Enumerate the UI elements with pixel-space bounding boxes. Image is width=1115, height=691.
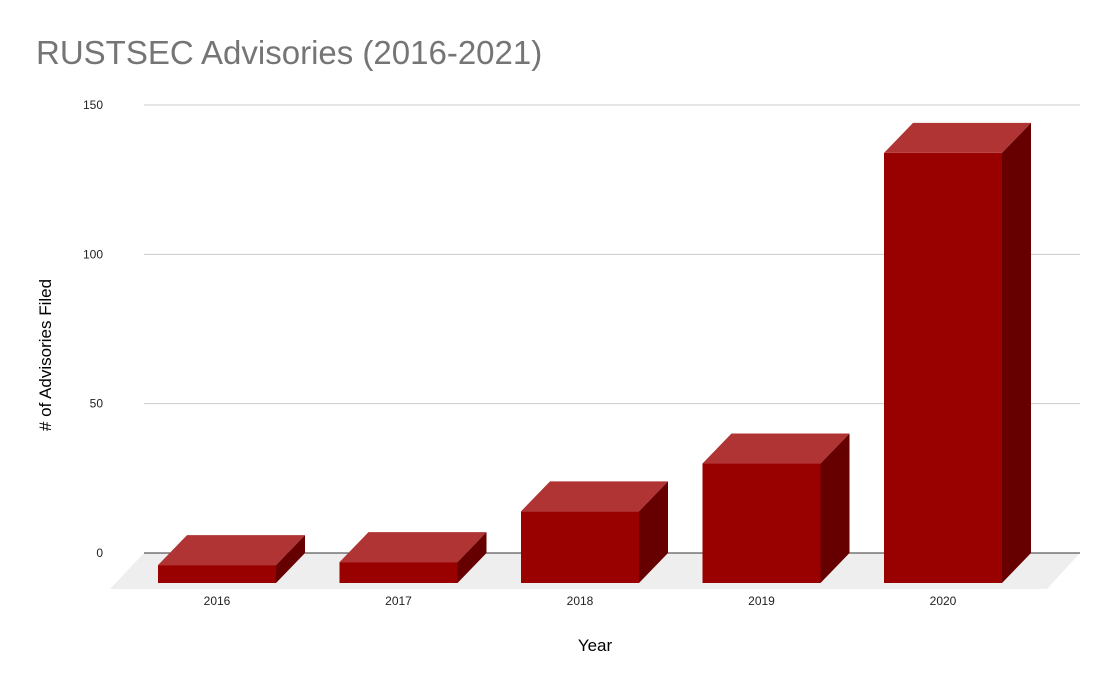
- x-tick-label-2019: 2019: [748, 594, 775, 608]
- bar-2019: [702, 433, 850, 583]
- bar-front-2020: [884, 152, 1002, 584]
- bar-side-2018: [639, 481, 668, 583]
- bar-front-2016: [158, 565, 276, 583]
- x-tick-label-2020: 2020: [930, 594, 957, 608]
- bar-2016: [158, 535, 305, 583]
- bar-2020: [884, 122, 1031, 584]
- bar-front-2017: [339, 562, 458, 583]
- bar-top-2016: [158, 535, 305, 566]
- bar-front-2018: [521, 511, 639, 583]
- y-axis-title: # of Advisories Filed: [36, 279, 55, 431]
- y-tick-label-0: 0: [96, 546, 103, 560]
- bar-side-2020: [1002, 122, 1031, 584]
- y-tick-label-100: 100: [83, 247, 103, 261]
- bars: [158, 122, 1031, 584]
- x-tick-label-2018: 2018: [567, 594, 594, 608]
- y-tick-label-150: 150: [83, 98, 103, 112]
- bar-top-2020: [884, 122, 1031, 153]
- x-axis-title: Year: [578, 636, 613, 655]
- chart-title: RUSTSEC Advisories (2016-2021): [36, 34, 543, 71]
- bar-2017: [339, 532, 487, 583]
- bar-side-2016: [276, 535, 305, 583]
- y-tick-label-50: 50: [90, 397, 104, 411]
- bar-front-2019: [702, 463, 821, 583]
- bar-top-2019: [702, 433, 850, 464]
- bar-2018: [521, 481, 668, 583]
- x-tick-label-2016: 2016: [204, 594, 231, 608]
- bar-side-2017: [457, 532, 487, 583]
- x-tick-label-2017: 2017: [385, 594, 412, 608]
- y-axis-ticks: 0 50 100 150: [83, 98, 103, 560]
- bar-top-2018: [521, 481, 668, 512]
- bar-top-2017: [339, 532, 487, 563]
- x-axis-ticks: 2016 2017 2018 2019 2020: [204, 594, 957, 608]
- bar-side-2019: [820, 433, 850, 583]
